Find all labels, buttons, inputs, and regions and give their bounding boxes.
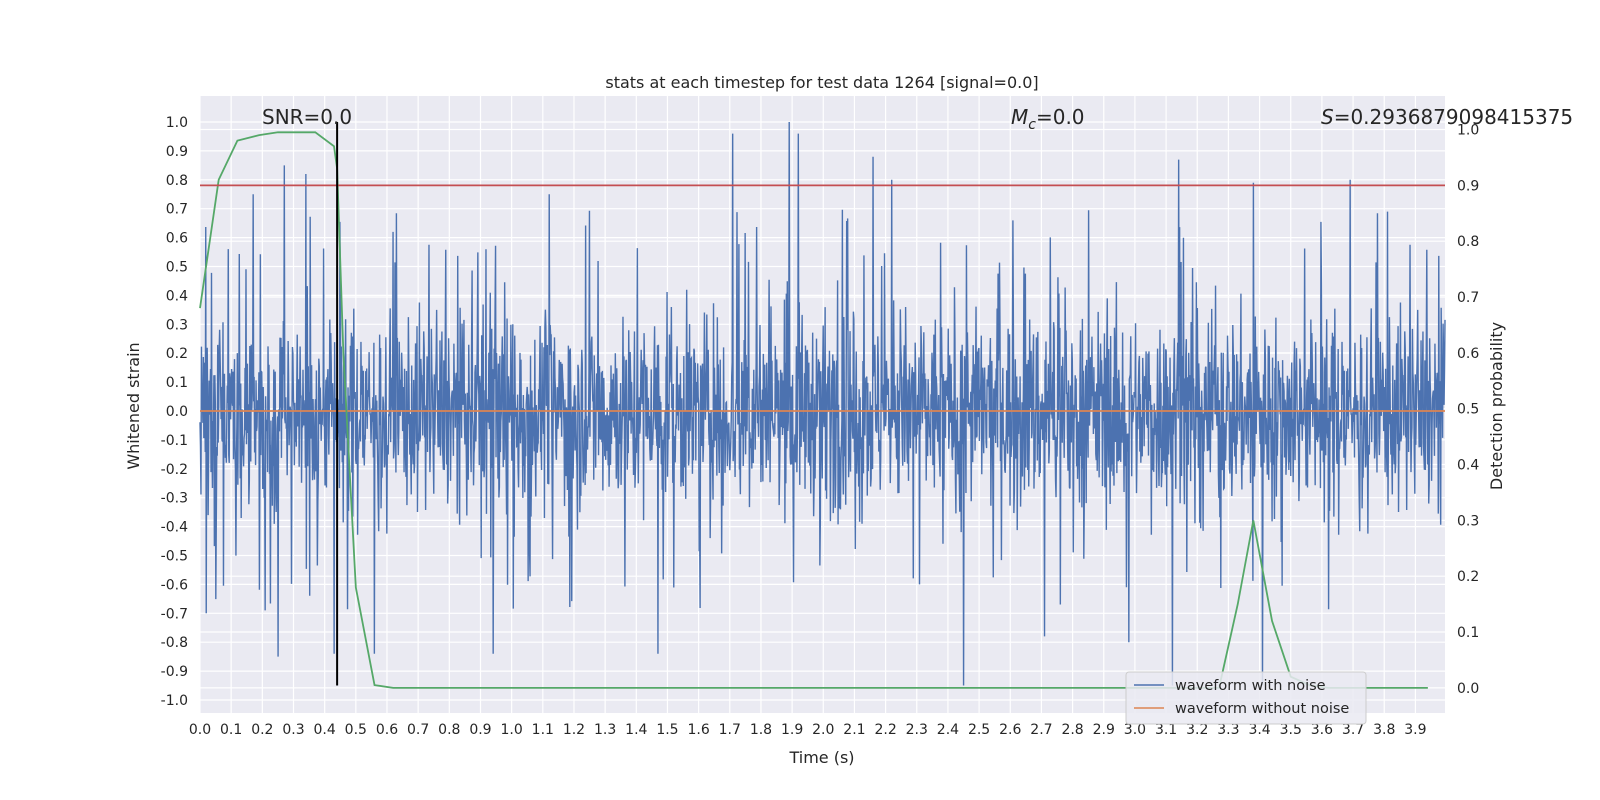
y-tick-label: 0.5 <box>166 260 188 276</box>
x-ticks: 0.0 0.1 0.2 0.3 0.4 0.5 0.6 0.7 0.8 0.9 1.0 1.1 1.2 1… <box>189 722 1427 738</box>
y-tick-label: 0.7 <box>166 202 188 218</box>
x-tick-label: 1.1 <box>532 722 554 738</box>
y-tick-label: -0.9 <box>161 664 188 680</box>
y2-tick-label: 0.9 <box>1457 178 1479 194</box>
x-tick-label: 1.0 <box>501 722 523 738</box>
y2-tick-label: 0.0 <box>1457 681 1479 697</box>
y-tick-label: -0.5 <box>161 548 188 564</box>
x-tick-label: 0.0 <box>189 722 211 738</box>
x-tick-label: 1.3 <box>594 722 616 738</box>
x-tick-label: 2.7 <box>1030 722 1052 738</box>
y-tick-label: 0.9 <box>166 144 188 160</box>
x-tick-label: 3.3 <box>1217 722 1239 738</box>
y2-tick-label: 0.1 <box>1457 625 1479 641</box>
y-tick-label: 1.0 <box>166 115 188 131</box>
x-tick-label: 3.6 <box>1311 722 1333 738</box>
y-tick-label: 0.8 <box>166 173 188 189</box>
y2-tick-label: 1.0 <box>1457 123 1479 139</box>
x-tick-label: 3.9 <box>1404 722 1426 738</box>
s-symbol: S <box>1321 105 1334 129</box>
y-tick-label: 0.6 <box>166 231 188 247</box>
x-tick-label: 0.6 <box>376 722 398 738</box>
x-tick-label: 1.6 <box>687 722 709 738</box>
y-tick-label: -0.3 <box>161 491 188 507</box>
y-tick-label: 0.0 <box>166 404 188 420</box>
x-tick-label: 0.1 <box>220 722 242 738</box>
x-tick-label: 1.9 <box>781 722 803 738</box>
x-tick-label: 0.8 <box>438 722 460 738</box>
mc-subscript: c <box>1028 117 1036 133</box>
snr-annotation: SNR=0.0 <box>262 105 352 129</box>
y-tick-label: 0.3 <box>166 317 188 333</box>
x-axis-label: Time (s) <box>788 748 854 767</box>
legend-box <box>1125 671 1367 725</box>
y-tick-label: -1.0 <box>161 693 188 709</box>
y2-tick-label: 0.5 <box>1457 402 1479 418</box>
y-axis-label: Whitened strain <box>124 342 143 469</box>
x-tick-label: 2.4 <box>937 722 959 738</box>
y2-tick-label: 0.8 <box>1457 234 1479 250</box>
x-tick-label: 1.8 <box>750 722 772 738</box>
x-tick-label: 3.7 <box>1342 722 1364 738</box>
x-tick-label: 1.2 <box>563 722 585 738</box>
y2-tick-label: 0.3 <box>1457 513 1479 529</box>
y2-tick-label: 0.4 <box>1457 458 1479 474</box>
x-tick-label: 2.5 <box>968 722 990 738</box>
legend-label-waveform-with-noise: waveform with noise <box>1175 678 1326 694</box>
x-tick-label: 1.5 <box>656 722 678 738</box>
chart-title: stats at each timestep for test data 126… <box>605 73 1038 92</box>
y2-ticks: 1.0 0.9 0.8 0.7 0.6 0.5 0.4 0.3 0.2 0.1 0.0 <box>1457 123 1479 697</box>
x-tick-label: 2.3 <box>906 722 928 738</box>
x-tick-label: 3.5 <box>1280 722 1302 738</box>
x-tick-label: 0.4 <box>314 722 336 738</box>
y-tick-label: 0.1 <box>166 375 188 391</box>
x-tick-label: 2.6 <box>999 722 1021 738</box>
x-tick-label: 3.8 <box>1373 722 1395 738</box>
x-tick-label: 3.4 <box>1248 722 1270 738</box>
y-tick-label: -0.8 <box>161 635 188 651</box>
x-tick-label: 2.2 <box>874 722 896 738</box>
s-value: =0.2936879098415375 <box>1334 105 1573 129</box>
mc-value: =0.0 <box>1036 105 1085 129</box>
y-tick-label: -0.4 <box>161 520 188 536</box>
x-tick-label: 0.9 <box>469 722 491 738</box>
legend-label-waveform-without-noise: waveform without noise <box>1175 701 1349 717</box>
x-tick-label: 3.2 <box>1186 722 1208 738</box>
x-tick-label: 0.2 <box>251 722 273 738</box>
y2-tick-label: 0.6 <box>1457 346 1479 362</box>
x-tick-label: 0.3 <box>282 722 304 738</box>
y-tick-label: 0.4 <box>166 288 188 304</box>
mc-symbol: M <box>1011 105 1028 129</box>
x-tick-label: 2.8 <box>1061 722 1083 738</box>
x-tick-label: 2.0 <box>812 722 834 738</box>
y-ticks: 1.0 0.9 0.8 0.7 0.6 0.5 0.4 0.3 0.2 0.1 0.0 -0.1 -0.… <box>161 115 188 709</box>
series-line-waveform-with-noise <box>199 122 1446 686</box>
x-tick-label: 3.0 <box>1124 722 1146 738</box>
y-tick-label: -0.6 <box>161 577 188 593</box>
y-tick-label: 0.2 <box>166 346 188 362</box>
x-tick-label: 1.4 <box>625 722 647 738</box>
y-tick-label: -0.2 <box>161 462 188 478</box>
x-tick-label: 0.5 <box>345 722 367 738</box>
y-tick-label: -0.7 <box>161 606 188 622</box>
x-tick-label: 2.9 <box>1093 722 1115 738</box>
x-tick-label: 1.7 <box>719 722 741 738</box>
y2-axis-label: Detection probability <box>1487 322 1506 490</box>
s-annotation: S=0.2936879098415375 <box>1321 105 1573 129</box>
y2-tick-label: 0.2 <box>1457 569 1479 585</box>
y-tick-label: -0.1 <box>161 433 188 449</box>
x-tick-label: 2.1 <box>843 722 865 738</box>
mc-annotation: Mc=0.0 <box>1011 105 1085 133</box>
x-tick-label: 0.7 <box>407 722 429 738</box>
legend: waveform with noise waveform without noi… <box>1125 671 1367 725</box>
waveform-with-noise-layer <box>199 122 1446 686</box>
x-tick-label: 3.1 <box>1155 722 1177 738</box>
y2-tick-label: 0.7 <box>1457 290 1479 306</box>
